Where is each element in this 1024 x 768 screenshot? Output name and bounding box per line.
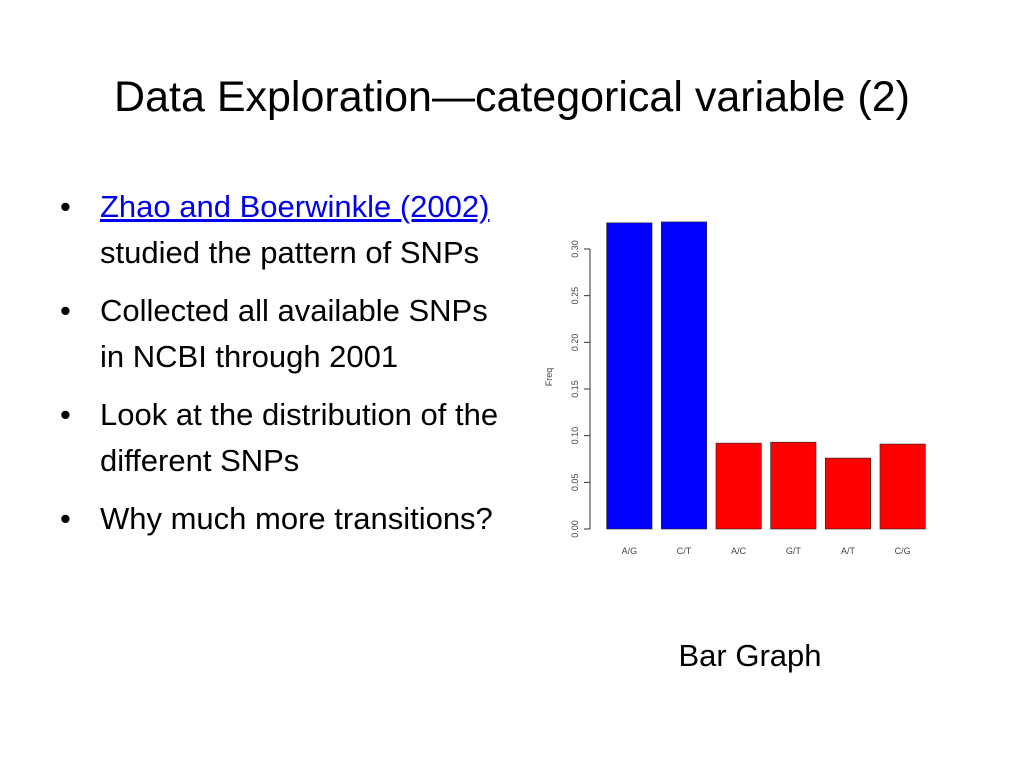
bullet-item: • Zhao and Boerwinkle (2002) studied the…	[60, 184, 515, 276]
bullet-dot-icon: •	[60, 189, 71, 224]
y-tick-label: 0.00	[570, 520, 580, 538]
bar-chart: 0.00 0.05 0.10 0.15 0.20 0.25 0.30 Freq A/G C/T A/…	[544, 221, 926, 556]
bullet-text: studied the pattern of SNPs	[100, 235, 480, 270]
bullet-item: • Look at the distribution of the differ…	[60, 392, 515, 484]
bar-c-g	[879, 443, 926, 530]
bullet-text: Collected all available SNPs in NCBI thr…	[100, 293, 488, 374]
bar-a-t	[825, 457, 871, 530]
bullet-list: • Zhao and Boerwinkle (2002) studied the…	[60, 184, 515, 554]
bullet-text: Why much more transitions?	[100, 501, 493, 536]
y-tick-label: 0.25	[570, 287, 580, 305]
y-tick-label: 0.10	[570, 427, 580, 445]
citation-link[interactable]: Zhao and Boerwinkle (2002)	[100, 189, 490, 224]
y-tick-label: 0.20	[570, 334, 580, 352]
y-tick-label: 0.05	[570, 474, 580, 492]
bullet-item: • Why much more transitions?	[60, 496, 515, 542]
bar-a-g	[606, 222, 653, 530]
bar-c-t	[661, 221, 707, 530]
slide-title: Data Exploration—categorical variable (2…	[114, 73, 910, 121]
chart-caption: Bar Graph	[678, 638, 822, 673]
x-tick-label: A/G	[622, 546, 638, 556]
bullet-dot-icon: •	[60, 501, 71, 536]
y-tick-label: 0.30	[570, 240, 580, 258]
y-axis-label: Freq	[544, 368, 554, 387]
bullet-item: • Collected all available SNPs in NCBI t…	[60, 288, 515, 380]
bar-a-c	[715, 442, 762, 530]
x-tick-label: C/G	[895, 546, 911, 556]
bar-g-t	[770, 441, 817, 530]
bullet-dot-icon: •	[60, 397, 71, 432]
x-tick-label: A/T	[841, 546, 856, 556]
bullet-dot-icon: •	[60, 293, 71, 328]
x-tick-label: C/T	[677, 546, 692, 556]
x-tick-label: G/T	[786, 546, 802, 556]
y-tick-label: 0.15	[570, 380, 580, 398]
x-tick-label: A/C	[731, 546, 747, 556]
bullet-text: Look at the distribution of the differen…	[100, 397, 499, 478]
